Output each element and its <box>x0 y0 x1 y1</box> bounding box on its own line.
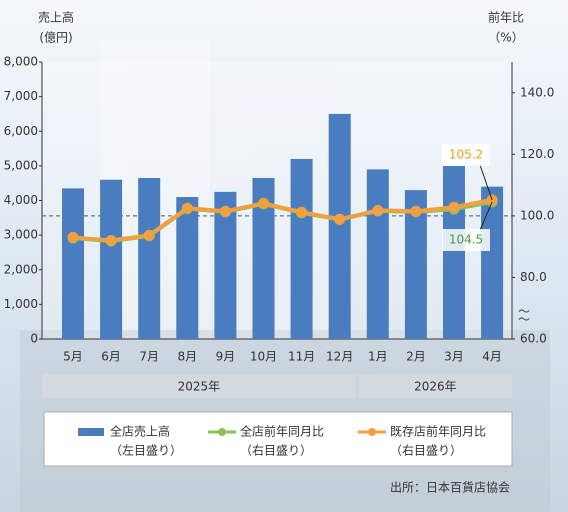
year-band <box>42 374 356 398</box>
y-tick-label: 2,000 <box>4 262 38 276</box>
bar <box>62 188 84 339</box>
point <box>410 205 422 217</box>
label-leader <box>479 164 493 201</box>
year-band <box>358 374 512 398</box>
y-tick-label: 1,000 <box>4 297 38 311</box>
y2-tick-label: 120.0 <box>520 147 554 161</box>
y2-tick-label: 80.0 <box>520 270 547 284</box>
legend-swatch <box>218 428 226 436</box>
point <box>448 201 460 213</box>
point <box>181 202 193 214</box>
bar <box>328 113 351 339</box>
y2-axis-title: （%） <box>488 31 523 45</box>
year-label: 2026年 <box>414 380 457 394</box>
y-tick-label: 3,000 <box>4 228 38 242</box>
data-label: 105.2 <box>449 148 483 162</box>
bar <box>366 169 389 339</box>
x-tick-label: 1月 <box>368 350 388 364</box>
bar <box>252 177 275 339</box>
data-label: 104.5 <box>449 233 483 247</box>
legend-note: （右目盛り） <box>390 443 462 458</box>
bar <box>176 197 199 339</box>
point <box>372 204 384 216</box>
bar <box>290 158 313 339</box>
legend-note: （左目盛り） <box>110 443 182 458</box>
y2-tick-label: 140.0 <box>520 85 554 99</box>
x-tick-label: 3月 <box>444 350 464 364</box>
x-tick-label: 7月 <box>139 350 159 364</box>
axis-break: ～ <box>518 305 530 319</box>
source: 出所：日本百貨店協会 <box>390 480 510 495</box>
line <box>72 197 493 243</box>
legend-label: 全店前年同月比 <box>240 424 324 439</box>
point <box>105 235 117 247</box>
legend-swatch <box>368 428 376 436</box>
x-tick-label: 6月 <box>101 350 121 364</box>
x-tick-label: 9月 <box>216 350 236 364</box>
bar <box>214 191 237 339</box>
bar <box>138 177 161 339</box>
y2-axis-title: 前年比 <box>488 10 524 25</box>
x-tick-label: 10月 <box>250 350 277 364</box>
label-box <box>442 229 490 251</box>
label-leader <box>479 201 493 231</box>
legend-swatch <box>78 428 104 436</box>
y-axis-title: 売上高 <box>38 10 74 25</box>
bar <box>100 179 123 339</box>
year-label: 2025年 <box>178 380 221 394</box>
point <box>143 229 155 241</box>
y-tick-label: 6,000 <box>4 124 38 138</box>
point <box>67 231 79 243</box>
bar <box>443 165 465 339</box>
bar <box>404 190 427 339</box>
x-tick-label: 2月 <box>406 350 426 364</box>
y-tick-label: 0 <box>30 332 38 346</box>
point <box>296 206 308 218</box>
legend-label: 既存店前年同月比 <box>390 424 486 439</box>
x-tick-label: 11月 <box>288 350 315 364</box>
y-axis-title: (億円) <box>39 31 72 45</box>
point <box>219 205 231 217</box>
x-tick-label: 12月 <box>326 350 353 364</box>
x-tick-label: 5月 <box>63 350 83 364</box>
legend <box>43 411 513 467</box>
y2-tick-label: 60.0 <box>520 332 547 346</box>
point <box>334 213 346 225</box>
bar <box>481 186 504 339</box>
y-tick-label: 5,000 <box>4 158 38 172</box>
y-tick-label: 7,000 <box>4 89 38 103</box>
point <box>258 197 269 209</box>
y-tick-label: 8,000 <box>4 55 38 69</box>
legend-note: （右目盛り） <box>240 443 312 458</box>
x-tick-label: 8月 <box>177 350 197 364</box>
y2-tick-label: 100.0 <box>520 208 554 222</box>
axis-break: ～ <box>518 313 530 327</box>
legend-label: 全店売上高 <box>110 424 170 439</box>
label-box <box>442 144 490 166</box>
x-tick-label: 4月 <box>482 350 502 364</box>
y-tick-label: 4,000 <box>4 193 38 207</box>
